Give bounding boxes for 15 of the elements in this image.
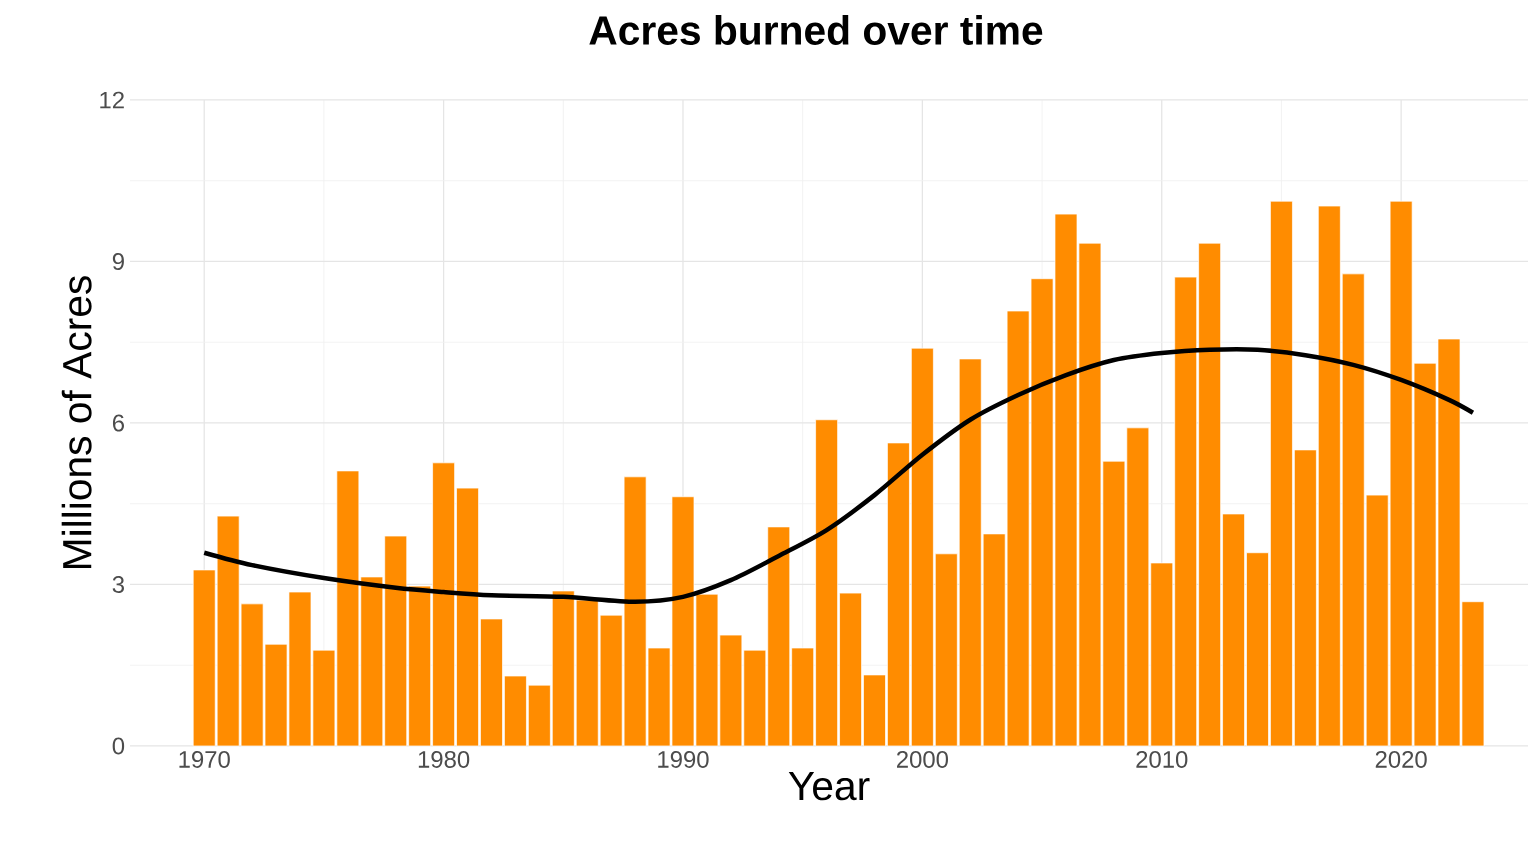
y-tick-label: 0 [112,737,125,755]
y-axis-title: Millions of Acres [61,276,92,569]
x-axis-title: Year [788,771,870,801]
y-tick-label: 9 [112,253,124,270]
y-tick-label: 3 [112,576,124,593]
x-tick-label: 1970 [179,750,230,768]
x-tick-label: 2000 [897,750,949,768]
chart-title: Acres burned over time [589,15,1043,45]
x-tick-label: 2020 [1375,750,1427,768]
x-tick-label: 1990 [658,750,709,768]
y-tick-label: 6 [112,414,124,432]
line-series [201,347,1476,604]
x-tick-label: 2010 [1136,750,1188,768]
y-tick-label: 12 [100,91,124,109]
x-tick-label: 1980 [418,750,470,768]
